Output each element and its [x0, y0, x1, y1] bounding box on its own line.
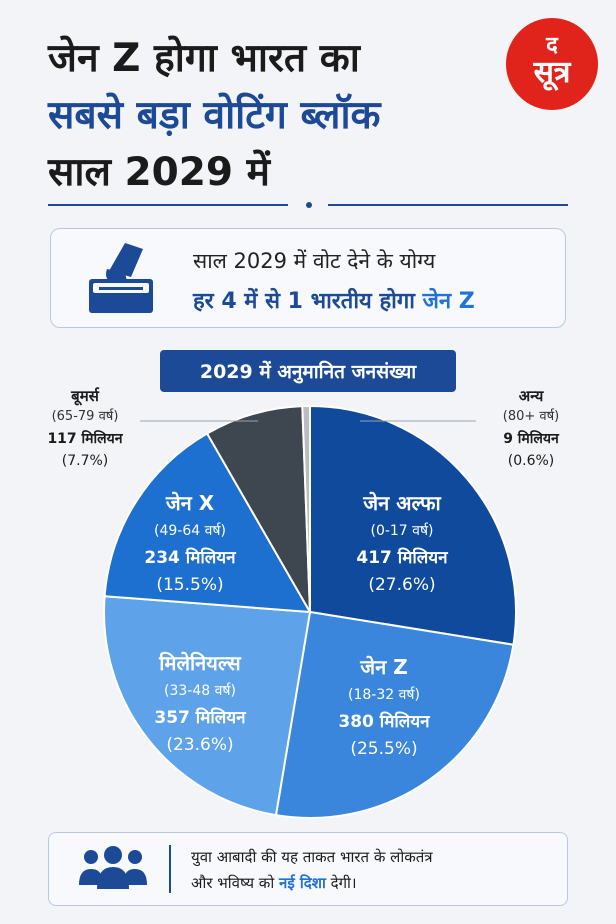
label-gen-z-value: 380 मिलियन [338, 712, 430, 732]
title-line-2: सबसे बड़ा वोटिंग ब्लॉक [48, 93, 381, 138]
label-gen-alpha-name: जेन अल्फा [363, 491, 441, 515]
footer-separator [169, 845, 171, 893]
label-others-age: (80+ वर्ष) [502, 409, 560, 424]
brand-logo: द सूत्र [506, 18, 598, 110]
divider-right [328, 204, 568, 206]
info-highlight: जेन Z [422, 289, 475, 314]
footer-highlight: नई दिशा [279, 874, 326, 892]
divider-left [48, 204, 288, 206]
label-gen-z-pct: (25.5%) [350, 739, 418, 759]
label-gen-x: जेन X (49-64 वर्ष) 234 मिलियन (15.5%) [144, 488, 235, 598]
label-millennials-name: मिलेनियल्स [159, 651, 241, 675]
label-gen-alpha-age: (0-17 वर्ष) [370, 523, 434, 539]
logo-small-text: द [546, 33, 558, 58]
chart-title: 2029 में अनुमानित जनसंख्या [160, 350, 456, 392]
label-others: अन्य (80+ वर्ष) 9 मिलियन (0.6%) [476, 386, 586, 472]
title-line-1: जेन Z होगा भारत का [48, 36, 360, 81]
info-box: साल 2029 में वोट देने के योग्य हर 4 में … [50, 228, 566, 328]
slice-gen-alpha [309, 404, 517, 646]
label-millennials-value: 357 मिलियन [154, 708, 246, 728]
label-gen-alpha-value: 417 मिलियन [356, 548, 448, 568]
label-gen-alpha: जेन अल्फा (0-17 वर्ष) 417 मिलियन (27.6%) [356, 488, 447, 598]
slice-millennials [103, 595, 312, 817]
label-gen-x-age: (49-64 वर्ष) [154, 523, 226, 539]
info-line-1: साल 2029 में वोट देने के योग्य [193, 249, 436, 273]
label-others-name: अन्य [518, 387, 544, 405]
label-boomers-age: (65-79 वर्ष) [51, 409, 119, 424]
footer-line-2-end: देगी। [325, 874, 357, 892]
slice-gen-z [274, 610, 515, 819]
label-boomers: बूमर्स (65-79 वर्ष) 117 मिलियन (7.7%) [30, 386, 140, 472]
label-gen-x-value: 234 मिलियन [144, 548, 236, 568]
slice-gen-x [103, 432, 312, 614]
slice-boomers [205, 405, 311, 613]
label-gen-x-name: जेन X [165, 491, 215, 515]
label-boomers-name: बूमर्स [71, 387, 99, 405]
footer-box: युवा आबादी की यह ताकत भारत के लोकतंत्र औ… [48, 832, 568, 906]
people-group-icon [79, 846, 147, 889]
info-line-2: हर 4 में से 1 भारतीय होगा जेन Z [193, 285, 475, 315]
label-boomers-value: 117 मिलियन [47, 431, 123, 447]
label-millennials-age: (33-48 वर्ष) [164, 683, 236, 699]
label-gen-z: जेन Z (18-32 वर्ष) 380 मिलियन (25.5%) [338, 652, 429, 762]
ballot-box-icon [89, 243, 153, 313]
title-line-3: साल 2029 में [48, 150, 270, 195]
label-millennials: मिलेनियल्स (33-48 वर्ष) 357 मिलियन (23.6… [154, 648, 245, 758]
label-others-value: 9 मिलियन [503, 431, 559, 447]
footer-line-2: और भविष्य को नई दिशा देगी। [191, 873, 357, 893]
label-gen-alpha-pct: (27.6%) [368, 575, 436, 595]
label-millennials-pct: (23.6%) [166, 735, 234, 755]
label-gen-z-age: (18-32 वर्ष) [348, 687, 420, 703]
label-gen-z-name: जेन Z [360, 655, 408, 679]
page-title: जेन Z होगा भारत का सबसे बड़ा वोटिंग ब्लॉ… [48, 30, 488, 201]
label-boomers-pct: (7.7%) [61, 453, 109, 469]
divider-dot [306, 202, 312, 208]
slice-others [301, 404, 311, 613]
logo-big-text: सूत्र [533, 55, 571, 90]
footer-line-2-text: और भविष्य को [191, 874, 279, 892]
footer-line-1: युवा आबादी की यह ताकत भारत के लोकतंत्र [191, 848, 433, 866]
label-gen-x-pct: (15.5%) [156, 575, 224, 595]
info-line-2-text: हर 4 में से 1 भारतीय होगा [193, 289, 423, 314]
label-others-pct: (0.6%) [507, 453, 555, 469]
